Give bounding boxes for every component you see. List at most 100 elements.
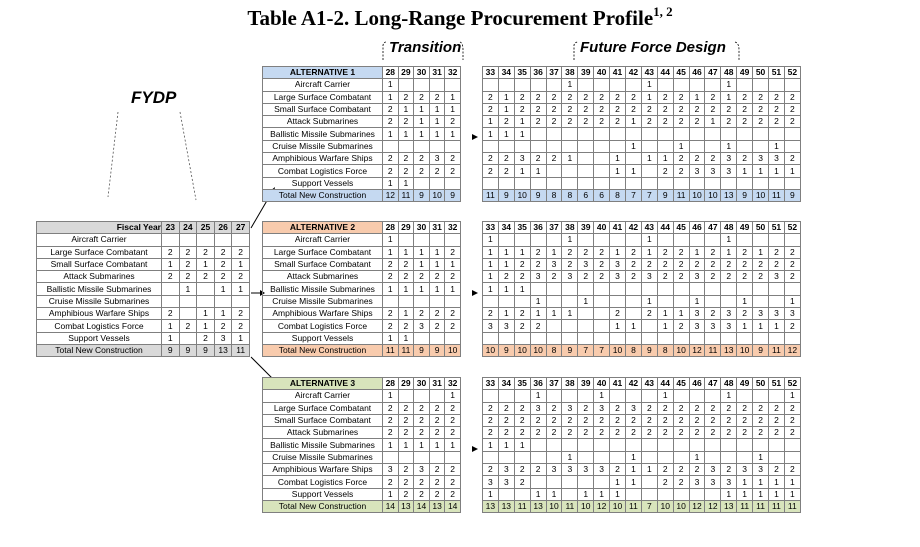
value-cell: 2 xyxy=(720,102,738,117)
value-cell: 2 xyxy=(444,475,461,489)
value-cell: 1 xyxy=(497,307,515,321)
future-force-design-label: Future Force Design xyxy=(580,39,726,56)
value-cell: 2 xyxy=(513,463,531,477)
value-cell xyxy=(561,294,579,309)
value-cell xyxy=(161,282,180,296)
value-cell: 2 xyxy=(783,152,801,166)
total-cell: 12 xyxy=(704,499,722,514)
value-cell xyxy=(672,127,690,141)
value-cell: 2 xyxy=(656,463,674,477)
value-cell: 2 xyxy=(656,257,674,272)
total-cell: 11 xyxy=(561,499,579,514)
value-cell: 2 xyxy=(593,90,611,104)
value-cell xyxy=(609,78,626,92)
value-cell xyxy=(593,475,611,489)
value-cell: 2 xyxy=(561,257,579,272)
value-cell: 2 xyxy=(481,413,499,428)
value-cell: 2 xyxy=(382,319,399,333)
value-cell: 1 xyxy=(497,245,515,259)
value-cell: 1 xyxy=(513,438,531,452)
value-cell: 2 xyxy=(624,257,642,272)
fydp-table-row: Ballistic Missile Submarines 1 1 1 xyxy=(36,282,250,296)
value-cell: 2 xyxy=(768,401,785,415)
year-header: 51 xyxy=(768,376,785,391)
value-cell xyxy=(736,139,754,154)
value-cell: 1 xyxy=(497,438,515,452)
value-cell xyxy=(593,294,611,309)
value-cell: 1 xyxy=(382,487,399,501)
value-cell: 2 xyxy=(444,426,461,440)
table-row: Attack Submarines 2 2 1 1 2 1 2 1 2 2 2 2 2 2 1 2 2 2 2 1 2 2 2… xyxy=(262,115,801,129)
value-cell xyxy=(609,389,626,403)
value-cell: 2 xyxy=(752,115,769,129)
alternative-2-table: ALTERNATIVE 2 28 29 30 31 32 33 34 35 36 37 38 39 40 4… xyxy=(262,220,801,358)
year-header: 49 xyxy=(736,376,754,391)
value-cell: 2 xyxy=(513,413,531,428)
value-cell: 1 xyxy=(231,257,250,272)
value-cell: 2 xyxy=(736,245,754,259)
value-cell: 2 xyxy=(513,319,531,333)
value-cell: 2 xyxy=(444,319,461,333)
value-cell xyxy=(593,319,611,333)
value-cell: 1 xyxy=(720,245,738,259)
value-cell: 3 xyxy=(720,475,738,489)
value-cell: 2 xyxy=(688,102,706,117)
value-cell xyxy=(213,294,233,309)
value-cell: 1 xyxy=(444,127,461,141)
value-cell xyxy=(736,389,754,403)
value-cell xyxy=(545,450,563,465)
value-cell: 1 xyxy=(752,164,769,178)
year-header: 52 xyxy=(783,65,801,80)
value-cell: 2 xyxy=(529,319,547,333)
value-cell xyxy=(444,176,461,190)
value-cell xyxy=(577,282,595,296)
value-cell: 1 xyxy=(513,282,531,296)
value-cell xyxy=(656,139,674,154)
value-cell xyxy=(178,233,198,247)
value-cell: 1 xyxy=(513,245,531,259)
value-cell xyxy=(593,331,611,345)
value-cell xyxy=(545,475,563,489)
value-cell xyxy=(720,450,738,465)
value-cell: 2 xyxy=(382,164,399,178)
total-cell: 11 xyxy=(768,343,785,358)
value-cell: 1 xyxy=(413,115,430,129)
year-header: 37 xyxy=(545,65,563,80)
value-cell: 1 xyxy=(609,152,626,166)
value-cell xyxy=(413,78,430,92)
total-cell: 11 xyxy=(768,188,785,203)
value-cell: 2 xyxy=(720,115,738,129)
value-cell: 2 xyxy=(231,319,250,333)
value-cell xyxy=(413,139,430,154)
table-row: Ballistic Missile Submarines 1 1 1 1 1 1 1 1 xyxy=(262,127,801,141)
value-cell: 2 xyxy=(593,115,611,129)
total-cell: 12 xyxy=(593,499,611,514)
column-gap xyxy=(460,332,482,344)
value-cell: 2 xyxy=(513,90,531,104)
table-row: Cruise Missile Submarines 1 1 1 1 xyxy=(262,139,801,154)
value-cell xyxy=(545,294,563,309)
value-cell: 2 xyxy=(736,257,754,272)
value-cell xyxy=(768,331,785,345)
year-header: 51 xyxy=(768,220,785,235)
value-cell: 2 xyxy=(672,257,690,272)
value-cell: 2 xyxy=(545,270,563,284)
value-cell: 2 xyxy=(545,401,563,415)
value-cell: 2 xyxy=(672,90,690,104)
value-cell: 2 xyxy=(231,307,250,321)
year-header: 29 xyxy=(397,376,415,391)
total-cell: 9 xyxy=(561,343,579,358)
value-cell xyxy=(529,127,547,141)
value-cell: 2 xyxy=(413,401,430,415)
value-cell: 2 xyxy=(529,413,547,428)
table-row: Support Vessels 1 1 xyxy=(262,176,801,190)
total-cell: 11 xyxy=(231,343,250,358)
value-cell xyxy=(561,164,579,178)
column-gap xyxy=(460,320,482,332)
value-cell: 2 xyxy=(577,90,595,104)
value-cell: 3 xyxy=(497,463,515,477)
value-cell: 2 xyxy=(783,413,801,428)
value-cell: 2 xyxy=(720,413,738,428)
value-cell: 2 xyxy=(656,426,674,440)
value-cell: 2 xyxy=(413,270,430,284)
